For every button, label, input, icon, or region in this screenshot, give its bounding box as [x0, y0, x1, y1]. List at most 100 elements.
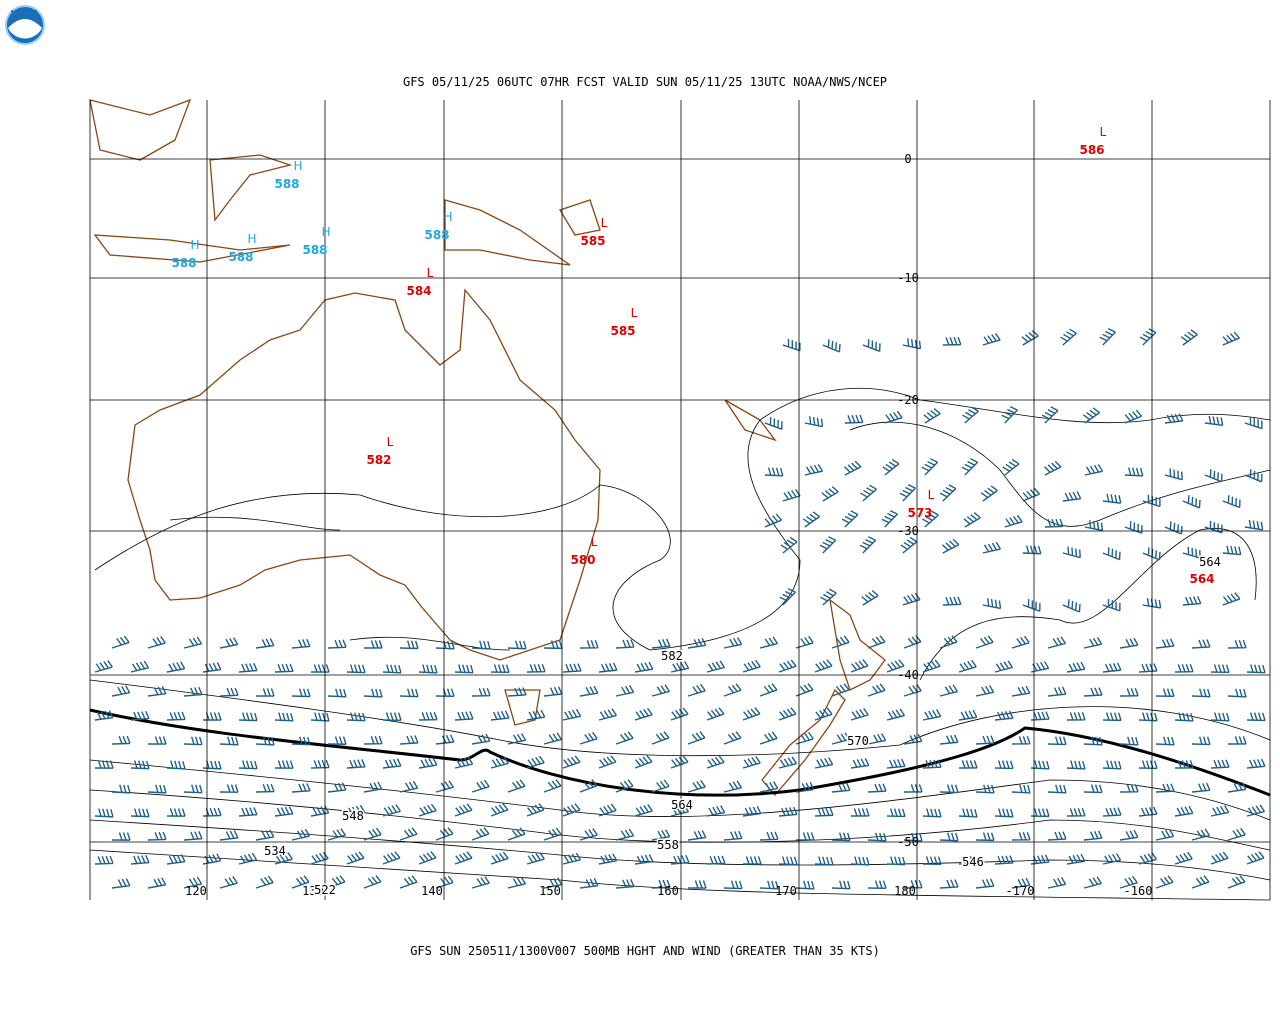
wind-barb	[922, 808, 942, 818]
wind-barb	[382, 664, 402, 674]
wind-barb	[579, 731, 598, 745]
wind-barb	[1139, 328, 1157, 346]
wind-barb	[1244, 416, 1263, 430]
contour-label: 564	[1199, 555, 1221, 569]
wind-barb	[399, 735, 419, 745]
wind-barb	[1191, 875, 1210, 889]
wind-barb	[94, 710, 114, 721]
wind-barb	[939, 734, 959, 745]
wind-barb	[779, 588, 796, 606]
caption: GFS SUN 250511/1300V007 500MB HGHT AND W…	[410, 944, 880, 958]
wind-barb	[1191, 688, 1211, 698]
wind-barb	[526, 852, 545, 865]
wind-barb	[291, 875, 310, 889]
wind-barb	[723, 637, 743, 649]
wind-barb	[1062, 491, 1082, 502]
wind-barb	[255, 783, 275, 793]
center-symbol: L	[601, 216, 608, 230]
wind-barb	[310, 664, 330, 673]
wind-barb	[867, 880, 887, 890]
wind-barb	[1155, 638, 1175, 649]
wind-barb	[1191, 736, 1211, 746]
wind-barb	[994, 808, 1014, 818]
wind-barb	[454, 711, 474, 721]
center-symbol: H	[443, 210, 452, 224]
wind-barb	[1030, 760, 1050, 770]
wind-barb	[1066, 712, 1086, 721]
wind-barb	[742, 659, 761, 673]
wind-barb	[1030, 661, 1050, 673]
wind-barb	[1084, 464, 1104, 476]
wind-barb	[579, 685, 599, 697]
wind-barb	[886, 856, 906, 866]
wind-barb	[219, 784, 239, 793]
wind-barb	[975, 635, 994, 649]
wind-barb	[670, 661, 690, 673]
wind-barb	[886, 758, 906, 769]
wind-barb	[903, 879, 923, 889]
wind-barb	[130, 808, 150, 818]
center-value: 585	[580, 234, 605, 248]
wind-barb	[490, 803, 509, 817]
wind-barb	[1155, 783, 1175, 793]
wind-barb	[1246, 804, 1266, 817]
wind-barb	[795, 683, 814, 697]
wind-barb	[1083, 687, 1103, 697]
wind-barb	[562, 708, 582, 721]
center-symbol: L	[928, 488, 935, 502]
wind-barb	[1246, 664, 1266, 674]
wind-barb	[850, 659, 869, 673]
wind-barb	[921, 458, 939, 476]
lon-label: 140	[421, 884, 443, 898]
wind-barb	[814, 856, 834, 866]
wind-barb	[1044, 460, 1062, 476]
wind-barb	[1102, 598, 1121, 612]
wind-barb	[471, 876, 490, 889]
grid	[89, 100, 1271, 900]
wind-barb	[219, 876, 238, 889]
wind-barb	[274, 806, 294, 817]
wind-barb	[1142, 494, 1161, 508]
wind-barb	[886, 659, 905, 673]
wind-barb	[1227, 827, 1246, 841]
wind-barb	[706, 855, 726, 865]
wind-barb	[1119, 829, 1139, 841]
wind-barb	[867, 832, 887, 842]
center-value: 573	[907, 506, 932, 520]
wind-barb	[1180, 329, 1198, 346]
wind-barb	[634, 661, 654, 673]
wind-barb	[562, 755, 581, 769]
wind-barb	[579, 640, 599, 649]
wind-barb	[1124, 521, 1143, 534]
wind-barb	[382, 851, 401, 865]
wind-barb	[782, 488, 801, 502]
lon-label: -170	[1006, 884, 1035, 898]
wind-barb	[507, 876, 527, 889]
center-symbol: L	[591, 535, 598, 549]
wind-barb	[598, 708, 617, 721]
wind-barb	[166, 661, 186, 673]
wind-barb	[543, 640, 563, 650]
wind-barb	[1102, 547, 1121, 561]
wind-barb	[634, 804, 653, 817]
wind-barb	[454, 851, 473, 865]
wind-barb	[435, 734, 455, 745]
wind-barb	[1062, 546, 1081, 559]
wind-barb	[219, 687, 239, 697]
wind-barb	[670, 854, 690, 865]
wind-barb	[327, 875, 346, 889]
wind-barb	[1047, 636, 1066, 649]
wind-barb	[1138, 852, 1158, 865]
wind-barb	[1102, 807, 1122, 817]
wind-barb	[922, 709, 942, 721]
wind-barb	[882, 458, 900, 476]
wind-barb	[202, 662, 222, 673]
wind-barb	[255, 638, 275, 649]
wind-barb	[963, 512, 981, 528]
wind-barb	[490, 710, 510, 721]
wind-barb	[844, 414, 864, 424]
wind-barb	[183, 831, 203, 841]
wind-barb	[147, 636, 166, 649]
wind-barb	[982, 598, 1002, 610]
lon-label: 170	[775, 884, 797, 898]
